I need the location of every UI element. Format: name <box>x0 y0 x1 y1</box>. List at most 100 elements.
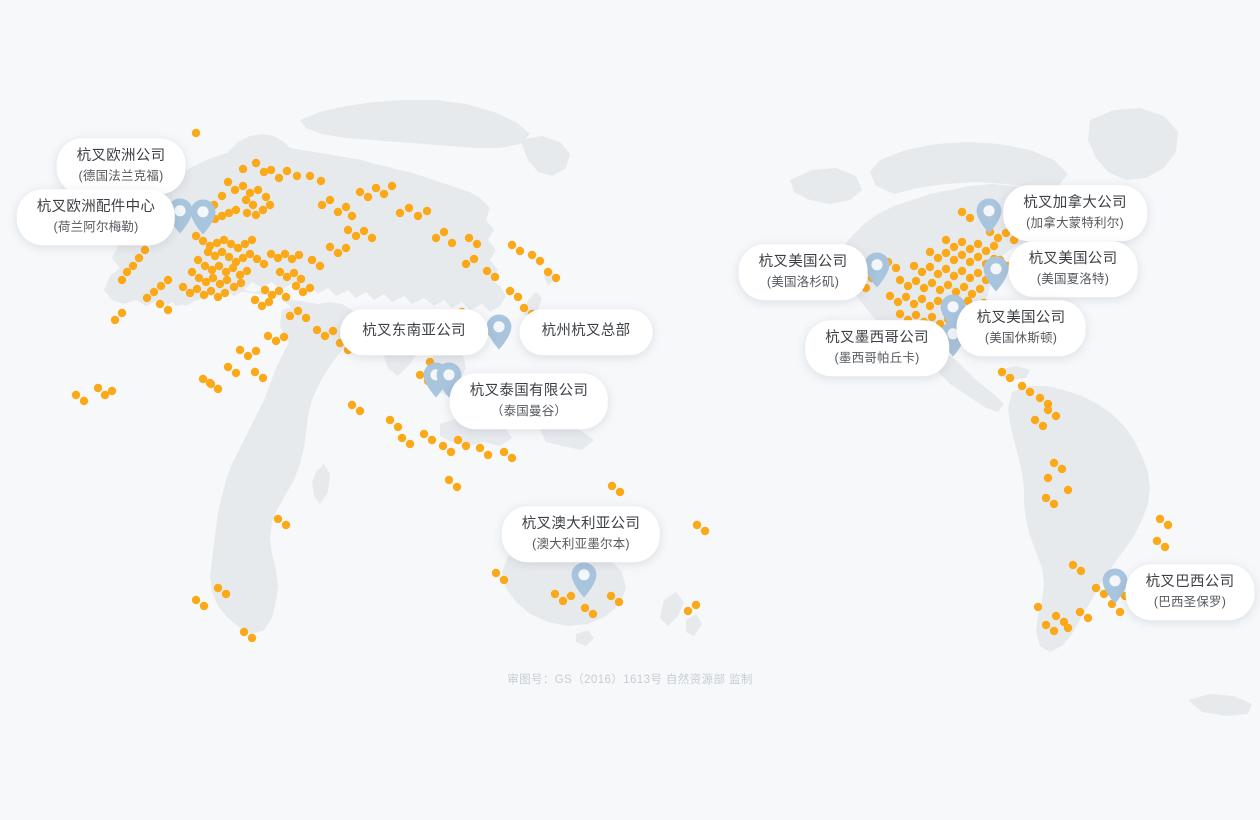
label-brazil-company[interactable]: 杭叉巴西公司 (巴西圣保罗) <box>1125 564 1255 620</box>
label-usa-houston[interactable]: 杭叉美国公司 (美国休斯顿) <box>956 300 1086 356</box>
distributor-dot <box>215 279 225 289</box>
distributor-dot <box>895 309 905 319</box>
distributor-dot <box>1030 415 1040 425</box>
pin-usa-losangeles[interactable] <box>862 251 892 289</box>
distributor-dot <box>265 200 275 210</box>
distributor-dot <box>229 282 239 292</box>
label-canada-company[interactable]: 杭叉加拿大公司 (加拿大蒙特利尔) <box>1003 185 1147 241</box>
distributor-dot <box>909 261 919 271</box>
distributor-dot <box>257 301 267 311</box>
distributor-dot <box>917 294 927 304</box>
distributor-dot <box>997 367 1007 377</box>
distributor-dot <box>271 336 281 346</box>
distributor-dot <box>472 239 482 249</box>
distributor-dot <box>247 633 257 643</box>
label-hangzhou-hq[interactable]: 杭州杭叉总部 <box>519 309 653 355</box>
pin-australia[interactable] <box>569 561 599 599</box>
distributor-dot <box>224 252 234 262</box>
distributor-dot <box>312 325 322 335</box>
map-pin-icon <box>976 198 1002 234</box>
distributor-dot <box>238 253 248 263</box>
distributor-dot <box>453 435 463 445</box>
distributor-dot <box>925 247 935 257</box>
distributor-dot <box>298 287 308 297</box>
distributor-dot <box>242 208 252 218</box>
label-australia-company[interactable]: 杭叉澳大利亚公司 (澳大利亚墨尔本) <box>501 506 661 562</box>
map-pin-icon <box>190 199 216 235</box>
distributor-dot <box>1043 405 1053 415</box>
label-europe-company[interactable]: 杭叉欧洲公司 (德国法兰克福) <box>56 138 186 194</box>
distributor-dot <box>235 270 245 280</box>
distributor-dot <box>134 253 144 263</box>
distributor-dot <box>1068 560 1078 570</box>
distributor-dot <box>355 187 365 197</box>
distributor-dot <box>933 269 943 279</box>
distributor-dot <box>281 520 291 530</box>
label-title: 杭叉巴西公司 <box>1145 574 1235 591</box>
distributor-dot <box>248 200 258 210</box>
distributor-dot <box>1017 381 1027 391</box>
distributor-dot <box>241 195 251 205</box>
map-pin-icon <box>983 256 1009 292</box>
distributor-dot <box>891 263 901 273</box>
distributor-dot <box>933 296 943 306</box>
distributor-dot <box>266 249 276 259</box>
distributor-dot <box>475 443 485 453</box>
label-title: 杭州杭叉总部 <box>541 323 631 340</box>
label-southeast-asia-company[interactable]: 杭叉东南亚公司 <box>340 309 488 355</box>
pin-europe-company[interactable] <box>188 198 218 236</box>
label-location: （泰国曼谷） <box>490 403 568 418</box>
label-title: 杭叉美国公司 <box>758 254 848 271</box>
siberia-landmass <box>300 100 530 148</box>
distributor-dot <box>965 273 975 283</box>
distributor-dot <box>341 243 351 253</box>
label-usa-losangeles[interactable]: 杭叉美国公司 (美国洛杉矶) <box>738 244 868 300</box>
distributor-dot <box>911 276 921 286</box>
distributor-dot <box>317 200 327 210</box>
distributor-dot <box>385 415 395 425</box>
distributor-dot <box>296 274 306 284</box>
distributor-dot <box>273 253 283 263</box>
distributor-dot <box>1063 623 1073 633</box>
distributor-dot <box>911 310 921 320</box>
distributor-dot <box>973 239 983 249</box>
distributor-dot <box>259 259 269 269</box>
alaska-landmass <box>790 168 862 204</box>
label-mexico-company[interactable]: 杭叉墨西哥公司 (墨西哥帕丘卡) <box>805 320 949 376</box>
tasmania-landmass <box>576 630 594 646</box>
distributor-dot <box>957 237 967 247</box>
label-thailand-company[interactable]: 杭叉泰国有限公司 （泰国曼谷） <box>449 373 609 429</box>
distributor-dot <box>515 246 525 256</box>
label-usa-charlotte[interactable]: 杭叉美国公司 (美国夏洛特) <box>1008 241 1138 297</box>
distributor-dot <box>959 282 969 292</box>
distributor-dot <box>274 173 284 183</box>
distributor-dot <box>333 248 343 258</box>
pin-brazil[interactable] <box>1100 567 1130 605</box>
distributor-dot <box>117 275 127 285</box>
distributor-dot <box>142 293 152 303</box>
distributor-dot <box>885 291 895 301</box>
distributor-dot <box>343 225 353 235</box>
distributor-dot <box>917 267 927 277</box>
pin-usa-charlotte[interactable] <box>981 255 1011 293</box>
label-europe-parts-center[interactable]: 杭叉欧洲配件中心 (荷兰阿尔梅勒) <box>16 189 176 245</box>
distributor-dot <box>491 568 501 578</box>
pin-canada[interactable] <box>974 197 1004 235</box>
label-title: 杭叉欧洲公司 <box>76 148 166 165</box>
distributor-dot <box>250 295 260 305</box>
distributor-dot <box>231 205 241 215</box>
central-america-landmass <box>930 350 1004 412</box>
distributor-dot <box>1163 520 1173 530</box>
distributor-dot <box>933 253 943 263</box>
pin-hangzhou-hq[interactable] <box>484 313 514 351</box>
distributor-dot <box>683 606 693 616</box>
distributor-dot <box>975 284 985 294</box>
distributor-dot <box>355 406 365 416</box>
distributor-dot <box>210 251 220 261</box>
distributor-dot <box>191 128 201 138</box>
distributor-dot <box>201 277 211 287</box>
distributor-dot <box>367 233 377 243</box>
distributor-dot <box>363 192 373 202</box>
